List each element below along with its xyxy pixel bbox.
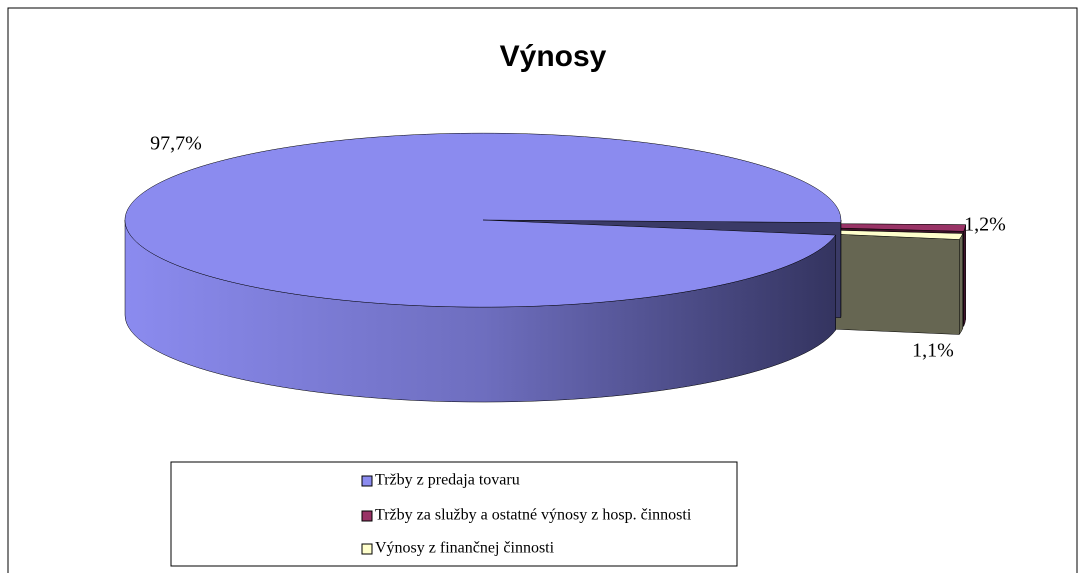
slice — [124, 132, 842, 308]
legend-swatch — [361, 510, 373, 522]
legend-label: Tržby za služby a ostatné výnosy z hosp.… — [375, 507, 692, 524]
data-label: 1,1% — [912, 340, 954, 362]
slice-side — [959, 233, 964, 336]
data-label: 97,7% — [150, 133, 202, 155]
chart-title: Výnosy — [500, 40, 607, 73]
data-label: 1,2% — [964, 214, 1006, 236]
legend-swatch — [361, 475, 373, 487]
legend-label: Tržby z predaja tovaru — [375, 472, 520, 489]
slice-side — [963, 224, 966, 327]
legend-swatch — [361, 543, 373, 555]
legend-box — [170, 461, 738, 567]
legend-label: Výnosy z finančnej činnosti — [375, 540, 555, 557]
